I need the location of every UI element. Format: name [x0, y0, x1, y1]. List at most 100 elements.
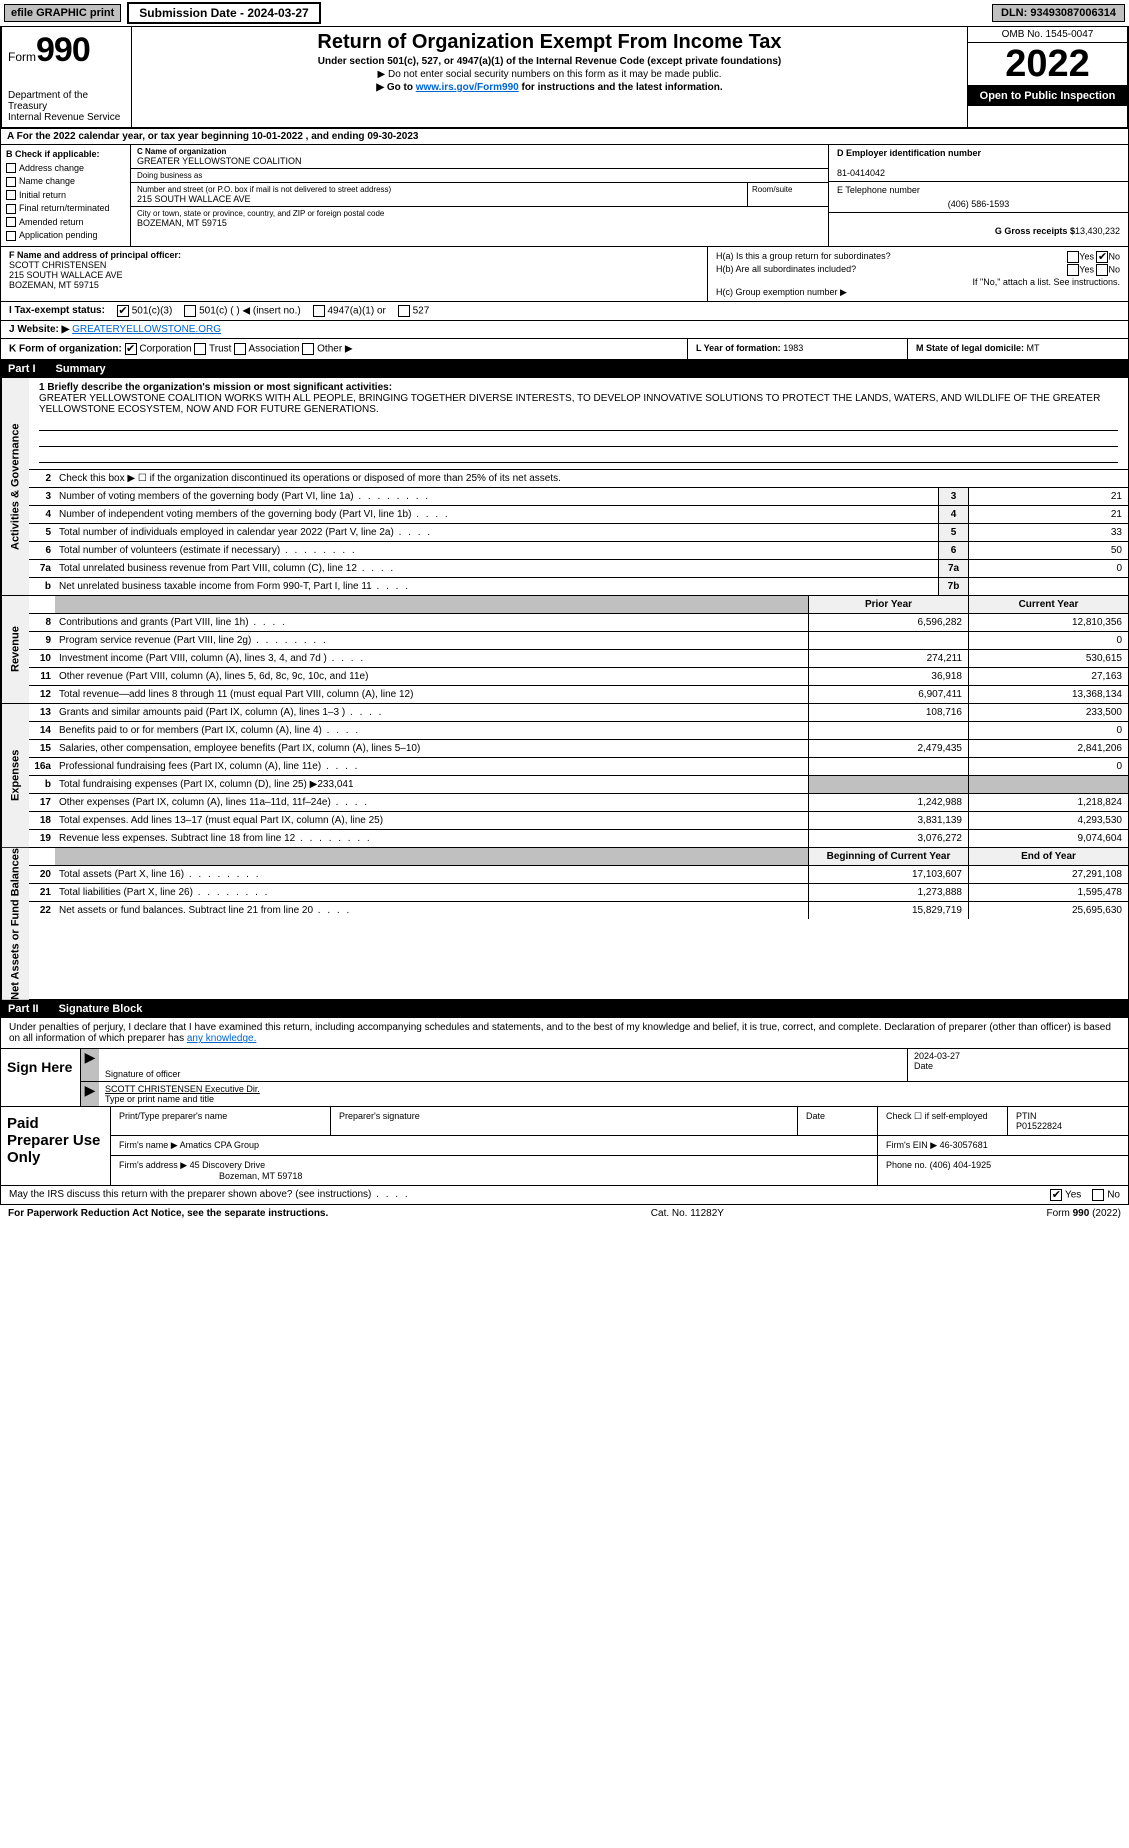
form-title: Return of Organization Exempt From Incom…: [140, 31, 959, 54]
l13-d: Grants and similar amounts paid (Part IX…: [59, 707, 345, 718]
l9-py: [808, 632, 968, 649]
discuss-no: No: [1107, 1190, 1120, 1201]
form-number: Form990: [8, 31, 125, 70]
line-14: 14 Benefits paid to or for members (Part…: [29, 722, 1128, 740]
room-cell: Room/suite: [748, 183, 828, 206]
sig-name-cell: SCOTT CHRISTENSEN Executive Dir. Type or…: [99, 1082, 1128, 1106]
l11-py: 36,918: [808, 668, 968, 685]
opt-address-change: Address change: [19, 163, 84, 173]
l3-box: 3: [938, 488, 968, 505]
discuss-yes-checkbox[interactable]: [1050, 1189, 1062, 1201]
firm-name-label: Firm's name ▶: [119, 1140, 178, 1150]
dots-icon: [394, 527, 432, 538]
website-link[interactable]: GREATERYELLOWSTONE.ORG: [72, 324, 221, 335]
checkbox-corporation[interactable]: [125, 343, 137, 355]
irs-link[interactable]: www.irs.gov/Form990: [416, 82, 519, 93]
l20-py: 17,103,607: [808, 866, 968, 883]
hb-label: H(b) Are all subordinates included?: [716, 264, 856, 276]
l4-val: 21: [968, 506, 1128, 523]
street-cell: Number and street (or P.O. box if mail i…: [131, 183, 748, 206]
side-tab-net: Net Assets or Fund Balances: [1, 848, 29, 1000]
opt-application: Application pending: [19, 230, 98, 240]
k-label: K Form of organization:: [9, 343, 122, 354]
l17-py: 1,242,988: [808, 794, 968, 811]
col-b-label: B Check if applicable:: [6, 149, 100, 159]
checkbox-501c3[interactable]: [117, 305, 129, 317]
side-tab-revenue: Revenue: [1, 596, 29, 703]
line-12: 12 Total revenue—add lines 8 through 11 …: [29, 686, 1128, 703]
checkbox-4947[interactable]: [313, 305, 325, 317]
checkbox-application[interactable]: [6, 231, 16, 241]
checkbox-address-change[interactable]: [6, 163, 16, 173]
l18-cy: 4,293,530: [968, 812, 1128, 829]
l15-cy: 2,841,206: [968, 740, 1128, 757]
checkbox-amended[interactable]: [6, 217, 16, 227]
dots-icon: [372, 581, 410, 592]
ha-yn: Yes No: [1067, 251, 1120, 263]
dots-icon: [354, 491, 430, 502]
hb-yes-checkbox[interactable]: [1067, 264, 1079, 276]
l8-desc: Contributions and grants (Part VIII, lin…: [55, 614, 808, 631]
ha-no-checkbox[interactable]: [1096, 251, 1108, 263]
l-label: L Year of formation:: [696, 343, 781, 353]
l18-desc: Total expenses. Add lines 13–17 (must eq…: [55, 812, 808, 829]
sig-row-1: ▶ Signature of officer 2024-03-27 Date: [81, 1049, 1128, 1082]
checkbox-initial-return[interactable]: [6, 190, 16, 200]
dots-icon: [411, 509, 449, 520]
paid-preparer-label: Paid Preparer Use Only: [1, 1107, 111, 1185]
lbl-other: Other ▶: [317, 343, 352, 354]
preparer-selfemp-hdr: Check ☐ if self-employed: [878, 1107, 1008, 1135]
checkbox-final-return[interactable]: [6, 204, 16, 214]
checkbox-name-change[interactable]: [6, 177, 16, 187]
l16a-desc: Professional fundraising fees (Part IX, …: [55, 758, 808, 775]
street-row: Number and street (or P.O. box if mail i…: [131, 183, 828, 207]
l8-py: 6,596,282: [808, 614, 968, 631]
l7a-val: 0: [968, 560, 1128, 577]
l9-desc: Program service revenue (Part VIII, line…: [55, 632, 808, 649]
hb-no-checkbox[interactable]: [1096, 264, 1108, 276]
principal-officer-cell: F Name and address of principal officer:…: [1, 247, 708, 301]
ha-yes-checkbox[interactable]: [1067, 251, 1079, 263]
discuss-no-checkbox[interactable]: [1092, 1189, 1104, 1201]
row-a-tax-year: A For the 2022 calendar year, or tax yea…: [0, 129, 1129, 145]
checkbox-other[interactable]: [302, 343, 314, 355]
firm-ein-label: Firm's EIN ▶: [886, 1140, 937, 1150]
l12-py: 6,907,411: [808, 686, 968, 703]
l19-py: 3,076,272: [808, 830, 968, 847]
room-label: Room/suite: [752, 185, 824, 194]
l7b-box: 7b: [938, 578, 968, 595]
sign-here-label: Sign Here: [1, 1049, 81, 1106]
l8-num: 8: [29, 614, 55, 631]
summary-net-assets: Net Assets or Fund Balances Beginning of…: [0, 848, 1129, 1001]
signature-intro: Under penalties of perjury, I declare th…: [0, 1018, 1129, 1049]
l4-num: 4: [29, 506, 55, 523]
l20-num: 20: [29, 866, 55, 883]
dots-icon: [357, 563, 395, 574]
l22-py: 15,829,719: [808, 902, 968, 919]
nhdr-desc: [55, 848, 808, 865]
line-2: 2 Check this box ▶ ☐ if the organization…: [29, 470, 1128, 488]
checkbox-trust[interactable]: [194, 343, 206, 355]
phone-label: E Telephone number: [837, 185, 920, 195]
checkbox-501c[interactable]: [184, 305, 196, 317]
checkbox-527[interactable]: [398, 305, 410, 317]
l5-num: 5: [29, 524, 55, 541]
l16b-num: b: [29, 776, 55, 793]
l21-d: Total liabilities (Part X, line 26): [59, 887, 193, 898]
l15-py: 2,479,435: [808, 740, 968, 757]
line-11: 11 Other revenue (Part VIII, column (A),…: [29, 668, 1128, 686]
sig-date-label: Date: [914, 1061, 1122, 1071]
any-knowledge-link[interactable]: any knowledge.: [187, 1033, 257, 1044]
checkbox-association[interactable]: [234, 343, 246, 355]
lbl-4947: 4947(a)(1) or: [327, 305, 385, 316]
sign-here-right: ▶ Signature of officer 2024-03-27 Date ▶…: [81, 1049, 1128, 1106]
org-name: GREATER YELLOWSTONE COALITION: [137, 156, 822, 166]
sig-officer-cell: Signature of officer: [99, 1049, 908, 1081]
open-inspection: Open to Public Inspection: [968, 86, 1127, 106]
l22-desc: Net assets or fund balances. Subtract li…: [55, 902, 808, 919]
blank-line-2: [39, 433, 1118, 447]
l14-cy: 0: [968, 722, 1128, 739]
l4-d: Number of independent voting members of …: [59, 509, 411, 520]
l15-num: 15: [29, 740, 55, 757]
line-13: 13 Grants and similar amounts paid (Part…: [29, 704, 1128, 722]
